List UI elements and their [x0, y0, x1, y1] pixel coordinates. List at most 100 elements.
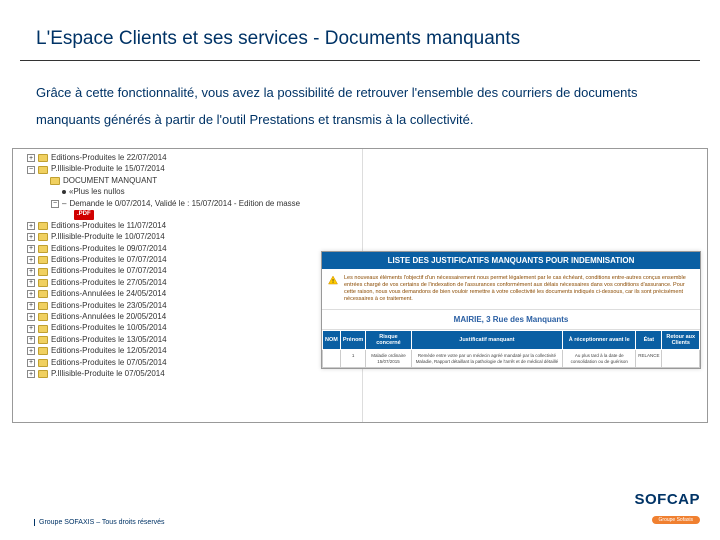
table-header-cell: NOM — [323, 331, 341, 350]
expand-toggle[interactable]: + — [27, 359, 35, 367]
tree-item-label: Editions-Produites le 07/05/2014 — [51, 358, 167, 368]
tree-item[interactable]: + Editions-Annulées le 24/05/2014 — [15, 289, 360, 300]
tree-item-label: Editions-Produites le 13/05/2014 — [51, 335, 167, 345]
document-preview: LISTE DES JUSTIFICATIFS MANQUANTS POUR I… — [321, 251, 701, 369]
tree-item[interactable]: + Editions-Produites le 22/07/2014 — [15, 153, 360, 164]
tree-item-label: DOCUMENT MANQUANT — [63, 176, 157, 186]
folder-icon — [38, 302, 48, 310]
title-divider — [20, 60, 700, 61]
tree-item[interactable]: +P.Illisible-Produite le 10/07/2014 — [15, 232, 360, 243]
tree-item[interactable]: −–Demande le 0/07/2014, Validé le : 15/0… — [15, 198, 360, 209]
table-header-cell: À réceptionner avant le — [563, 331, 636, 350]
tree-item-label: Editions-Produites le 09/07/2014 — [51, 244, 167, 254]
table-row: 1Maladie ordinaire 15/07/2015Remède entr… — [323, 350, 700, 368]
table-header-cell: Prénom — [340, 331, 365, 350]
tree-item-label: P.Illisible-Produite le 15/07/2014 — [51, 164, 165, 174]
folder-icon — [38, 233, 48, 241]
tree-item-label: Editions-Produites le 27/05/2014 — [51, 278, 167, 288]
expand-toggle[interactable]: + — [27, 256, 35, 264]
table-cell — [662, 350, 700, 368]
folder-icon — [38, 347, 48, 355]
tree-item[interactable]: + Editions-Produites le 07/07/2014 — [15, 266, 360, 277]
pdf-icon[interactable]: .PDF — [74, 210, 94, 220]
tree-item[interactable]: + Editions-Produites le 27/05/2014 — [15, 277, 360, 288]
footer: Groupe SOFAXIS – Tous droits réservés SO… — [34, 491, 700, 526]
tree-item[interactable]: + Editions-Produites le 11/07/2014 — [15, 220, 360, 231]
expand-toggle[interactable]: + — [27, 233, 35, 241]
tree-item[interactable]: + Editions-Produites le 23/05/2014 — [15, 300, 360, 311]
folder-icon — [38, 245, 48, 253]
tree-item[interactable]: + Editions-Produites le 13/05/2014 — [15, 334, 360, 345]
table-header-cell: Retour aux Clients — [662, 331, 700, 350]
table-header-cell: Justificatif manquant — [411, 331, 563, 350]
folder-icon — [38, 279, 48, 287]
expand-toggle[interactable]: + — [27, 245, 35, 253]
folder-icon — [38, 336, 48, 344]
expand-toggle[interactable]: + — [27, 325, 35, 333]
table-cell: RELANCE — [636, 350, 662, 368]
expand-toggle[interactable]: + — [27, 313, 35, 321]
tree-item-label: Editions-Produites le 11/07/2014 — [51, 221, 166, 231]
tree-item-label: Editions-Annulées le 24/05/2014 — [51, 289, 166, 299]
warning-icon: ! — [328, 275, 338, 285]
tree-item-label: Demande le 0/07/2014, Validé le : 15/07/… — [69, 199, 300, 209]
expand-toggle[interactable]: + — [27, 302, 35, 310]
table-header-cell: État — [636, 331, 662, 350]
tree-item-label: Editions-Produites le 07/07/2014 — [51, 266, 167, 276]
folder-icon — [38, 370, 48, 378]
dash-icon: – — [62, 199, 66, 209]
expand-toggle[interactable]: − — [51, 200, 59, 208]
intro-paragraph: Grâce à cette fonctionnalité, vous avez … — [0, 79, 720, 148]
tree-item-label: Editions-Produites le 22/07/2014 — [51, 153, 167, 163]
tree-item-label: Editions-Produites le 23/05/2014 — [51, 301, 167, 311]
expand-toggle[interactable]: + — [27, 279, 35, 287]
footer-copyright: Groupe SOFAXIS – Tous droits réservés — [34, 519, 165, 526]
folder-icon — [50, 177, 60, 185]
tree-item[interactable]: + Editions-Produites le 09/07/2014 — [15, 243, 360, 254]
table-cell: Au plus tard à la date de consolidation … — [563, 350, 636, 368]
tree-item[interactable]: +Editions-Annulées le 20/05/2014 — [15, 311, 360, 322]
document-table: NOMPrénomRisque concernéJustificatif man… — [322, 330, 700, 368]
tree-item[interactable]: «Plus les nullos — [15, 187, 360, 198]
tree-item-label: Editions-Produites le 12/05/2014 — [51, 346, 167, 356]
warning-text: Les nouveaux éléments l'objectif d'un né… — [344, 275, 694, 304]
svg-text:!: ! — [332, 279, 334, 285]
logo-text: SOFCAP — [634, 491, 700, 508]
tree-item[interactable]: .PDF — [15, 210, 360, 221]
folder-icon — [38, 268, 48, 276]
screenshot-container: + Editions-Produites le 22/07/2014 − P.Illi… — [12, 148, 708, 423]
table-cell: Remède entre votre par un médecin agréé … — [411, 350, 563, 368]
tree-item[interactable]: + Editions-Produites le 12/05/2014 — [15, 346, 360, 357]
table-cell — [323, 350, 341, 368]
tree-item[interactable]: +P.Illisible-Produite le 07/05/2014 — [15, 368, 360, 379]
table-cell: Maladie ordinaire 15/07/2015 — [366, 350, 411, 368]
logo-subtext: Groupe Sofaxis — [652, 516, 700, 524]
folder-icon — [38, 154, 48, 162]
bullet-icon — [62, 190, 66, 194]
tree-item[interactable]: + Editions-Produites le 07/07/2014 — [15, 255, 360, 266]
expand-toggle[interactable]: + — [27, 347, 35, 355]
tree-item[interactable]: − P.Illisible-Produite le 15/07/2014 — [15, 164, 360, 175]
tree-item-label: Editions-Produites le 10/05/2014 — [51, 323, 167, 333]
expand-toggle[interactable]: − — [27, 166, 35, 174]
expand-toggle[interactable]: + — [27, 268, 35, 276]
expand-toggle[interactable]: + — [27, 154, 35, 162]
document-warning: ! Les nouveaux éléments l'objectif d'un … — [322, 269, 700, 311]
tree-item[interactable]: + Editions-Produites le 10/05/2014 — [15, 323, 360, 334]
folder-icon — [38, 290, 48, 298]
tree-item[interactable]: + Editions-Produites le 07/05/2014 — [15, 357, 360, 368]
tree-panel: + Editions-Produites le 22/07/2014 − P.Illi… — [13, 149, 363, 422]
tree-item[interactable]: DOCUMENT MANQUANT — [15, 175, 360, 186]
expand-toggle[interactable]: + — [27, 336, 35, 344]
footer-logo: SOFCAP Groupe Sofaxis — [634, 491, 700, 526]
table-header-cell: Risque concerné — [366, 331, 411, 350]
folder-icon — [38, 325, 48, 333]
tree-item-label: Editions-Produites le 07/07/2014 — [51, 255, 167, 265]
folder-icon — [38, 313, 48, 321]
folder-icon — [38, 256, 48, 264]
expand-toggle[interactable]: + — [27, 290, 35, 298]
folder-icon — [38, 359, 48, 367]
tree-item-label: «Plus les nullos — [69, 187, 125, 197]
expand-toggle[interactable]: + — [27, 370, 35, 378]
expand-toggle[interactable]: + — [27, 222, 35, 230]
